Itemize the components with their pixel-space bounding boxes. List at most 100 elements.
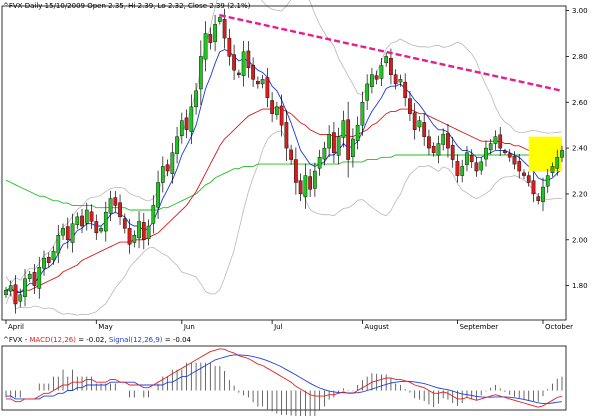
candle-body <box>332 132 336 153</box>
candle-body <box>389 58 393 75</box>
candle-body <box>465 152 469 165</box>
candle-body <box>122 218 127 229</box>
candle-body <box>431 146 436 153</box>
candle-body <box>236 72 241 75</box>
candle-body <box>441 134 446 145</box>
candle-body <box>23 278 27 297</box>
candle-body <box>484 147 488 160</box>
candle-body <box>308 176 313 190</box>
y-tick-label: 2.60 <box>572 99 588 107</box>
candle-body <box>436 143 441 156</box>
candle-body <box>422 122 427 137</box>
signal-line <box>6 354 563 405</box>
candle-body <box>251 64 255 80</box>
macd-header: ^FVX - MACD(12,26) = -0.02, Signal(12,26… <box>3 336 192 344</box>
candle-body <box>94 221 99 234</box>
candle-body <box>313 170 317 189</box>
candle-body <box>184 117 189 130</box>
candle-body <box>46 257 51 263</box>
ema-long-line <box>5 154 562 211</box>
candle-body <box>198 56 203 90</box>
candle-body <box>393 74 398 85</box>
candle-body <box>127 228 132 245</box>
candle-body <box>270 100 274 114</box>
x-tick-label: September <box>459 323 498 331</box>
candle-body <box>241 51 246 76</box>
candle-body <box>27 273 32 279</box>
candle-body <box>384 56 389 64</box>
resistance-trendline <box>219 13 563 92</box>
candle-body <box>507 153 512 158</box>
y-tick-label: 2.80 <box>572 53 588 61</box>
trendline <box>219 13 563 92</box>
candle-body <box>322 147 327 160</box>
candle-body <box>403 81 408 98</box>
candle-body <box>80 215 84 227</box>
candle-body <box>213 24 217 42</box>
candle-body <box>560 150 564 158</box>
candle-body <box>113 197 118 206</box>
upper-band <box>5 0 563 284</box>
macd-panel <box>5 348 563 416</box>
x-tick-label: October <box>545 323 573 331</box>
candle-body <box>498 134 503 149</box>
candle-body <box>265 77 270 98</box>
candle-body <box>289 149 293 160</box>
candle-body <box>160 166 165 183</box>
candle-body <box>545 175 550 187</box>
candle-body <box>203 33 208 60</box>
candle-body <box>541 186 545 202</box>
candle-body <box>408 98 412 114</box>
candle-body <box>279 105 284 126</box>
candle-body <box>103 212 108 232</box>
macd-header-symbol: ^FVX <box>3 336 23 344</box>
candle-body <box>284 122 289 149</box>
candle-body <box>260 79 265 85</box>
y-tick-label: 2.40 <box>572 145 588 153</box>
candle-body <box>89 211 94 222</box>
candle-body <box>61 228 65 236</box>
y-tick-label: 3.00 <box>572 7 588 15</box>
candle-body <box>412 112 417 130</box>
candle-body <box>132 234 137 243</box>
candle-body <box>446 133 450 149</box>
candle-body <box>37 267 42 289</box>
candle-body <box>32 272 37 286</box>
candle-body <box>232 54 236 71</box>
candle-body <box>4 290 8 295</box>
macd-legend-value: = -0.02, <box>78 336 106 344</box>
candles <box>4 8 564 314</box>
candle-body <box>360 102 365 126</box>
header-summary: Daily 15/10/2009 Open 2.35, Hi 2.39, Lo … <box>25 2 251 10</box>
candle-body <box>70 223 75 243</box>
candle-body <box>208 34 213 43</box>
candle-body <box>336 136 341 156</box>
candle-body <box>8 285 13 292</box>
candle-body <box>317 157 322 169</box>
candle-body <box>146 225 151 240</box>
candle-body <box>517 161 522 172</box>
y-tick-label: 1.80 <box>572 282 588 290</box>
candle-body <box>194 90 198 108</box>
x-tick-label: May <box>98 323 112 331</box>
x-tick-label: August <box>364 323 389 331</box>
candle-body <box>175 136 179 154</box>
ema-short-line <box>5 49 563 293</box>
candle-body <box>493 136 498 144</box>
candle-body <box>13 284 18 305</box>
signal-legend-value: = -0.04 <box>165 336 192 344</box>
candle-body <box>450 145 455 160</box>
candle-body <box>256 80 260 85</box>
candle-body <box>189 106 194 132</box>
candle-body <box>294 159 298 183</box>
candle-body <box>341 120 346 138</box>
macd-line <box>6 348 563 408</box>
candle-body <box>346 119 351 160</box>
candle-body <box>503 150 507 153</box>
candle-body <box>141 222 146 240</box>
candle-body <box>469 155 474 163</box>
x-tick-label: April <box>8 323 24 331</box>
candle-body <box>118 202 122 218</box>
